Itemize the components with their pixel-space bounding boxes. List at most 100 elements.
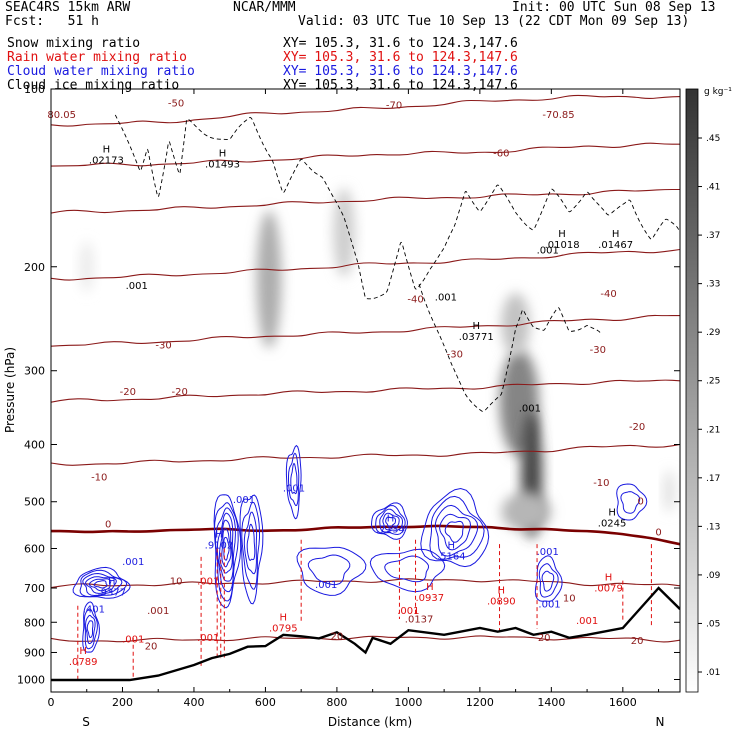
contour-label-25: 20: [331, 631, 344, 642]
max-marker-13: H: [498, 585, 506, 596]
snow-shade-0: [256, 210, 282, 349]
max-marker-3: H: [558, 229, 566, 240]
contour-label-41: 0: [638, 496, 644, 507]
x-axis-label: Distance (km): [328, 715, 412, 729]
model-name: SEAC4RS 15km ARW: [5, 0, 131, 15]
contour-label-15: .001: [397, 606, 419, 617]
cloud-ice-contour-1: [418, 284, 602, 412]
cloud-water-contour-6-3: [439, 513, 472, 551]
max-value-12: .0937: [416, 593, 445, 604]
contour-label-24: 20: [145, 642, 158, 653]
contour-label-13: .001: [147, 606, 169, 617]
contour-label-28: -20: [120, 387, 136, 398]
cloud-water-contour-3-2: [243, 511, 258, 575]
max-value-14: .0079: [594, 584, 623, 595]
max-value-4: .01467: [598, 240, 633, 251]
temperature-contour--10: [51, 443, 680, 466]
cloud-water-contour-7-2: [541, 570, 555, 592]
x-tick-label-4: 800: [326, 696, 347, 709]
max-value-9: .0245: [598, 519, 627, 530]
colorbar-label-3: .33: [706, 280, 720, 290]
field-cloud-water: Cloud water mixing ratio: [7, 64, 195, 79]
max-value-2: .03771: [459, 332, 494, 343]
y-tick-label-1: 200: [24, 261, 45, 274]
colorbar-label-8: .13: [706, 522, 720, 532]
colorbar-label-0: .45: [706, 134, 720, 144]
temperature-contour--50: [51, 188, 680, 214]
contour-label-10: .001: [537, 547, 559, 558]
max-value-10: .0789: [69, 657, 98, 668]
cloud-water-contour-1-2: [85, 614, 96, 645]
max-marker-14: H: [605, 573, 613, 584]
max-value-6: .9102: [205, 541, 234, 552]
colorbar-label-1: .41: [706, 183, 720, 193]
temperature-contour--30: [51, 314, 680, 347]
contour-label-0: .001: [126, 281, 148, 292]
cloud-water-contour-5-3: [382, 512, 400, 531]
contour-label-11: .001: [538, 599, 560, 610]
contour-label-34: -40: [407, 295, 423, 306]
contour-label-8: .001: [122, 557, 144, 568]
contour-label-18: .001: [122, 634, 144, 645]
plot-frame: [50, 88, 681, 693]
x-tick-label-5: 1000: [394, 696, 422, 709]
cloud-water-contour-5-1: [375, 505, 406, 536]
max-marker-7: H: [387, 513, 395, 524]
max-marker-11: H: [280, 613, 288, 624]
colorbar-label-5: .25: [706, 377, 720, 387]
cloud-water-contour-5-2: [379, 508, 404, 533]
xy-cloud-water: XY= 105.3, 31.6 to 124.3,147.6: [283, 64, 518, 79]
snow-shade-1: [333, 188, 355, 277]
contour-label-40: 0: [105, 520, 111, 531]
contour-label-7: .001: [233, 495, 255, 506]
freezing-level-contour: [51, 524, 680, 546]
max-value-13: .0890: [487, 596, 516, 607]
cloud-water-contour-4-2: [290, 462, 298, 495]
y-tick-label-0: 100: [24, 83, 45, 96]
cloud-water-contour-0-2: [82, 572, 123, 597]
contour-label-26: 20: [538, 633, 551, 644]
cloud-water-contour-3-3: [246, 523, 256, 561]
cloud-water-contour-6-1: [429, 495, 485, 561]
x-tick-label-7: 1400: [537, 696, 565, 709]
valid-time: Valid: 03 UTC Tue 10 Sep 13 (22 CDT Mon …: [298, 14, 690, 29]
x-tick-label-6: 1200: [466, 696, 494, 709]
cloud-water-contour-0-0: [72, 566, 131, 599]
temperature-contour--70: [51, 94, 680, 127]
cloud-water-contour-6-2: [434, 504, 479, 557]
contour-label-6: .001: [283, 483, 305, 494]
contour-label-4: -70.85: [542, 110, 574, 121]
max-value-1: .01493: [205, 159, 240, 170]
cloud-water-contour-10-1: [384, 555, 430, 583]
xy-rain: XY= 105.3, 31.6 to 124.3,147.6: [283, 50, 518, 65]
y-tick-label-9: 1000: [17, 673, 45, 686]
contour-label-14: .001: [197, 576, 219, 587]
colorbar-label-10: .05: [706, 619, 720, 629]
max-marker-12: H: [426, 582, 434, 593]
x-tick-label-8: 1600: [609, 696, 637, 709]
cloud-water-contour-4-1: [288, 452, 300, 507]
init-time: Init: 00 UTC Sun 08 Sep 13: [512, 0, 716, 15]
contour-label-29: -20: [171, 387, 187, 398]
contour-label-1: .001: [435, 292, 457, 303]
y-axis-label: Pressure (hPa): [3, 347, 17, 433]
y-tick-label-5: 600: [24, 542, 45, 555]
contour-label-2: .001: [537, 246, 559, 257]
snow-shade-7: [79, 241, 94, 293]
cloud-water-contour-8-0: [616, 483, 648, 521]
contour-label-5: 80.05: [47, 110, 76, 121]
cloud-water-contour-3-1: [241, 501, 260, 590]
colorbar-label-7: .17: [706, 474, 720, 484]
y-tick-label-8: 900: [24, 646, 45, 659]
contour-label-39: 0: [655, 527, 661, 538]
terrain-profile: [51, 586, 680, 682]
temperature-contour--40: [51, 248, 680, 281]
contour-label-30: -20: [629, 422, 645, 433]
cloud-water-contour-2-4: [218, 519, 233, 574]
y-tick-label-7: 800: [24, 616, 45, 629]
cloud-water-contour-0-4: [88, 578, 112, 592]
contour-label-38: -70: [386, 101, 402, 112]
cloud-water-contour-9-1: [307, 554, 351, 586]
contour-label-23: -10: [593, 478, 609, 489]
